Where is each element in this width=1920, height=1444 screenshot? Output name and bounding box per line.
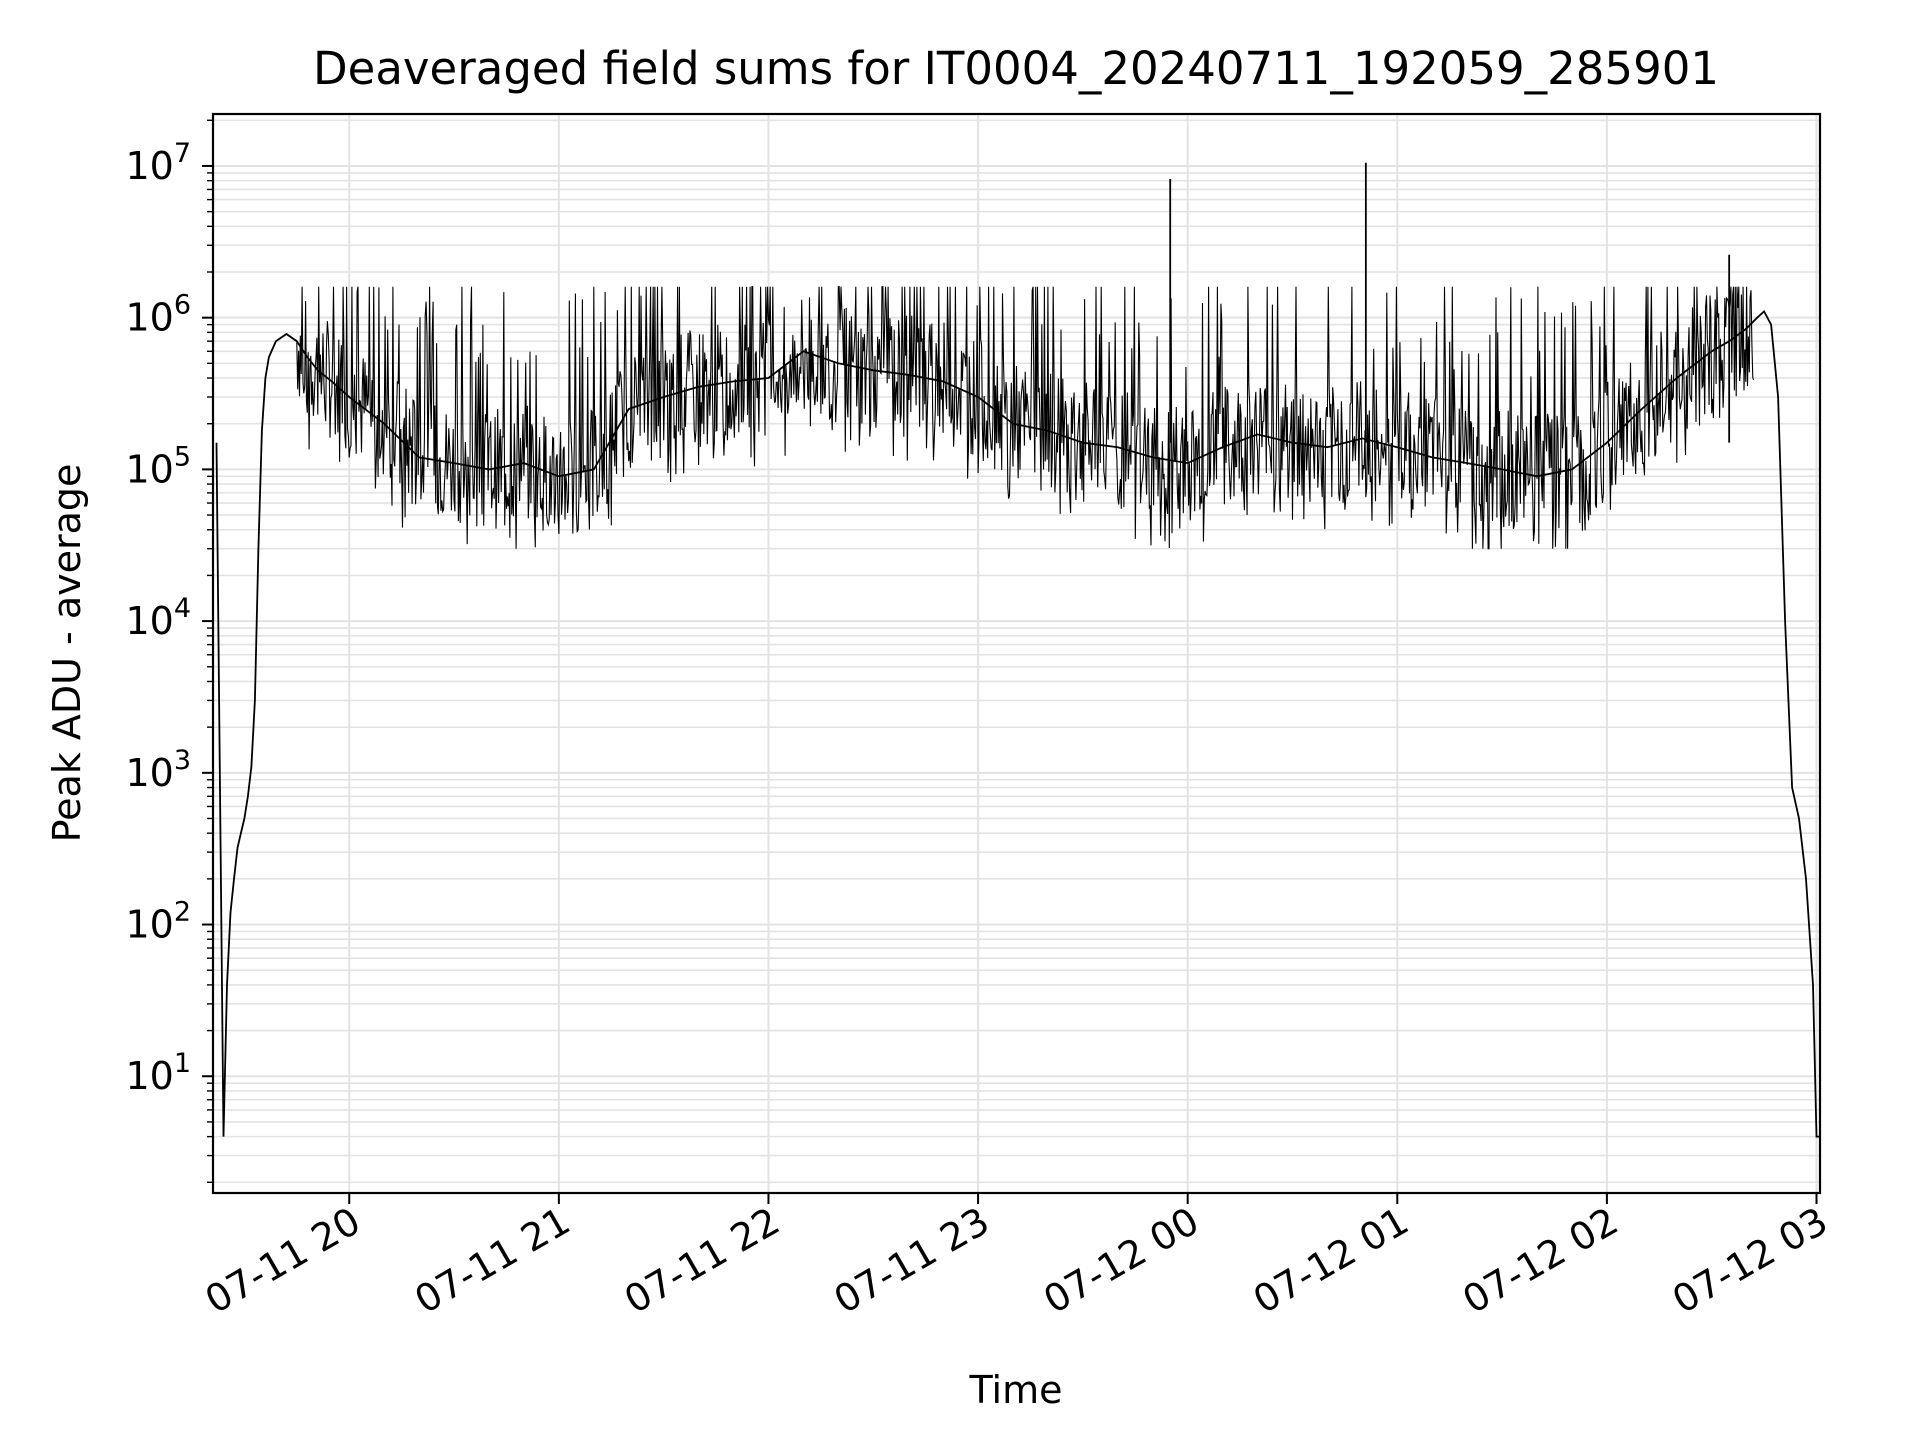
y-tick-label: 107 bbox=[125, 138, 191, 188]
series-line bbox=[215, 309, 1820, 1138]
y-tick-label: 104 bbox=[125, 593, 191, 643]
y-tick-label: 103 bbox=[125, 745, 191, 795]
y-tick-label: 106 bbox=[125, 290, 191, 340]
y-tick-label: 105 bbox=[125, 441, 191, 491]
series-noise-trace bbox=[296, 286, 1755, 550]
y-tick-label: 101 bbox=[125, 1048, 191, 1098]
data-layer bbox=[215, 162, 1820, 1138]
y-tick-label: 102 bbox=[125, 897, 191, 947]
x-axis-label: Time bbox=[969, 1368, 1063, 1412]
chart-title: Deaveraged field sums for IT0004_2024071… bbox=[313, 42, 1719, 95]
y-axis-label: Peak ADU - average bbox=[45, 464, 89, 843]
plot-frame bbox=[211, 112, 1822, 1195]
y-axis-ticks: 101 102 103 104 105 106 107 bbox=[125, 119, 213, 1183]
